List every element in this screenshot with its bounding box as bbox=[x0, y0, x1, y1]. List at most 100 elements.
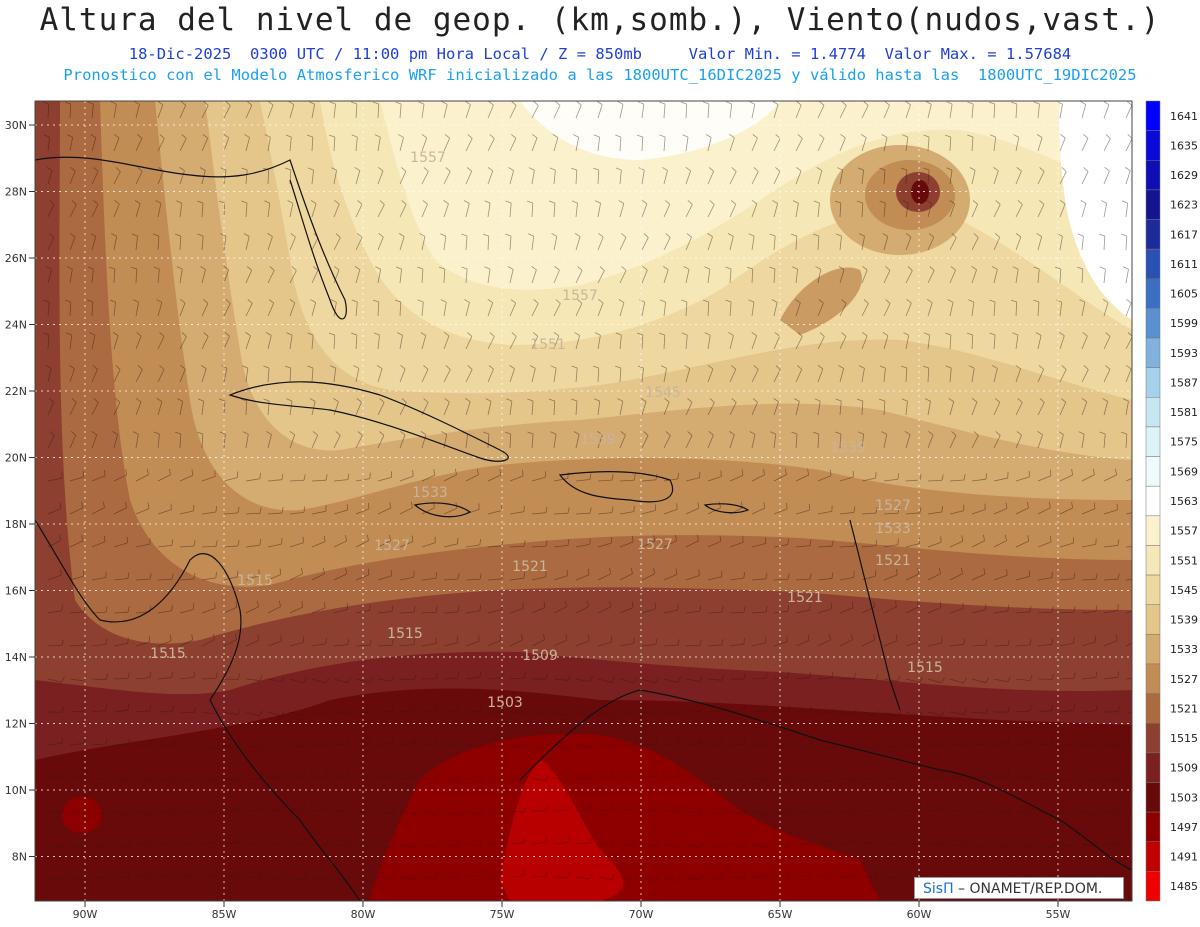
wind-barb-flag bbox=[741, 469, 744, 476]
wind-barb-flag bbox=[567, 539, 570, 546]
wind-barb bbox=[245, 303, 253, 317]
wind-barb-flag bbox=[149, 704, 152, 711]
wind-barb bbox=[905, 512, 920, 515]
wind-barb-flag bbox=[246, 266, 252, 271]
wind-barb bbox=[905, 808, 920, 812]
wind-barb bbox=[641, 237, 649, 251]
contour-label: 1539 bbox=[580, 432, 616, 448]
wind-barb bbox=[707, 402, 715, 416]
wind-barb bbox=[971, 573, 985, 581]
wind-barb bbox=[487, 578, 502, 581]
wind-barb-flag bbox=[875, 743, 879, 750]
wind-barb-flag bbox=[963, 677, 967, 684]
wind-barb-flag bbox=[1029, 808, 1033, 815]
wind-barb bbox=[795, 609, 810, 614]
wind-barb-flag bbox=[61, 676, 65, 683]
wind-barb bbox=[883, 368, 886, 383]
wind-barb-flag bbox=[1061, 167, 1067, 172]
contour-label: 1545 bbox=[645, 385, 681, 401]
wind-barb bbox=[905, 606, 919, 614]
wind-barb-flag bbox=[93, 167, 99, 172]
wind-barb bbox=[201, 711, 216, 715]
contour-label: 1509 bbox=[522, 648, 558, 664]
wind-barb bbox=[201, 577, 216, 581]
wind-barb bbox=[465, 474, 479, 482]
wind-barb-flag bbox=[1099, 233, 1105, 237]
wind-barb bbox=[421, 611, 437, 614]
wind-barb-flag bbox=[902, 134, 909, 138]
coastlines bbox=[35, 156, 1132, 901]
wind-barb bbox=[465, 544, 480, 548]
wind-barb-flag bbox=[941, 740, 945, 747]
wind-barb-flag bbox=[171, 573, 174, 580]
wind-barb-flag bbox=[730, 200, 737, 205]
wind-barb bbox=[179, 105, 187, 119]
wind-barb-flag bbox=[917, 568, 920, 575]
wind-barb bbox=[553, 606, 567, 614]
wind-barb bbox=[1015, 576, 1030, 581]
wind-barb bbox=[289, 744, 304, 747]
wind-barb bbox=[1037, 843, 1052, 849]
wind-barb bbox=[685, 435, 693, 449]
wind-barb bbox=[311, 876, 326, 882]
wind-barb-flag bbox=[841, 299, 847, 304]
wind-barb bbox=[597, 104, 603, 119]
wind-barb bbox=[113, 369, 121, 383]
wind-barb-flag bbox=[573, 134, 579, 138]
wind-barb-flag bbox=[774, 332, 780, 337]
wind-barb-flag bbox=[215, 540, 218, 547]
wind-barb bbox=[311, 237, 319, 251]
wind-barb-flag bbox=[413, 606, 416, 613]
wind-barb bbox=[663, 644, 678, 647]
wind-barb-flag bbox=[545, 743, 549, 750]
wind-barb-flag bbox=[551, 233, 558, 237]
wind-barb-flag bbox=[567, 743, 571, 750]
wind-barb bbox=[1037, 236, 1043, 251]
wind-barb-flag bbox=[944, 134, 951, 138]
wind-barb-flag bbox=[90, 134, 97, 138]
wind-barb bbox=[69, 368, 75, 383]
wind-barb-flag bbox=[815, 266, 822, 270]
wind-barb bbox=[355, 435, 363, 449]
wind-barb bbox=[751, 401, 758, 416]
wind-barb-flag bbox=[223, 266, 229, 271]
wind-barb bbox=[883, 270, 891, 284]
wind-barb-flag bbox=[87, 299, 94, 303]
wind-barb bbox=[1015, 435, 1022, 449]
wind-barb-flag bbox=[1051, 738, 1054, 745]
wind-barb bbox=[817, 105, 825, 119]
wind-barb bbox=[1037, 335, 1042, 350]
wind-barb-flag bbox=[259, 674, 263, 681]
wind-barb-flag bbox=[523, 572, 526, 579]
wind-barb bbox=[993, 610, 1008, 614]
wind-barb bbox=[333, 368, 337, 383]
wind-barb-flag bbox=[457, 775, 461, 782]
wind-barb bbox=[421, 843, 436, 848]
wind-barb bbox=[1103, 434, 1106, 449]
wind-barb bbox=[245, 575, 260, 581]
wind-barb bbox=[113, 236, 118, 251]
wind-barb-flag bbox=[1140, 672, 1141, 678]
wind-barb-flag bbox=[479, 604, 481, 611]
wind-barb bbox=[949, 810, 965, 812]
wind-barb bbox=[883, 777, 899, 780]
wind-barb-flag bbox=[545, 540, 548, 547]
wind-barb bbox=[949, 104, 953, 119]
wind-barb-flag bbox=[281, 873, 285, 880]
wind-barb-flag bbox=[394, 299, 401, 303]
wind-barb-flag bbox=[285, 167, 292, 171]
wind-barb bbox=[421, 474, 435, 482]
wind-barb-flag bbox=[307, 365, 314, 369]
wind-barb-flag bbox=[567, 710, 571, 716]
contour-label: 1521 bbox=[512, 559, 548, 575]
wind-barb-flag bbox=[831, 869, 834, 876]
wind-barb bbox=[223, 105, 231, 119]
wind-barb-flag bbox=[396, 332, 403, 336]
wind-barb bbox=[333, 711, 348, 715]
wind-barb-flag bbox=[1051, 673, 1055, 680]
wind-barb bbox=[1081, 434, 1085, 449]
wind-barb bbox=[267, 678, 282, 683]
wind-barb-flag bbox=[990, 134, 996, 138]
wind-barb bbox=[949, 302, 954, 317]
